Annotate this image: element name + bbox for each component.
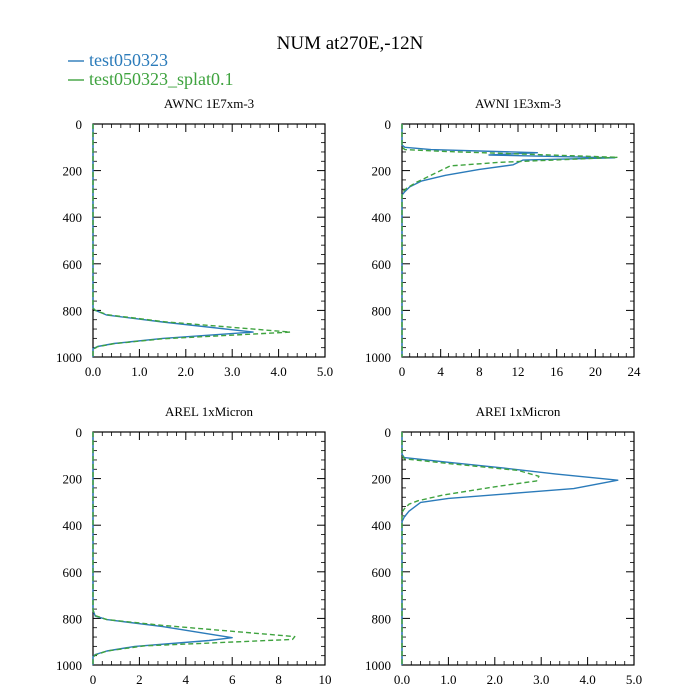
x-tick-label: 3.0: [533, 672, 549, 687]
x-tick-label: 8: [476, 364, 483, 379]
x-tick-label: 3.0: [224, 364, 240, 379]
x-tick-label: 0.0: [394, 672, 410, 687]
panel-title-arei: AREI 1xMicron: [476, 404, 561, 419]
plot-frame-awnc: [92, 123, 326, 358]
y-tick-label: 600: [372, 565, 392, 580]
x-tick-label: 24: [628, 364, 642, 379]
y-tick-label: 800: [63, 611, 83, 626]
y-tick-label: 400: [372, 210, 392, 225]
x-tick-label: 8: [275, 672, 282, 687]
y-tick-label: 1000: [365, 658, 391, 673]
y-tick-label: 1000: [56, 350, 82, 365]
x-tick-label: 2.0: [487, 672, 503, 687]
series-line-splat-awnc: [92, 124, 291, 357]
y-tick-label: 800: [372, 611, 392, 626]
y-tick-label: 0: [76, 425, 83, 440]
legend-entry-0: test050323: [68, 50, 168, 70]
panel-arel: AREL 1xMicron 0 2 4 6 8 10 0 200 400 600 800 1000: [56, 404, 332, 687]
x-tick-label: 4.0: [579, 672, 595, 687]
series-line-control-awni: [401, 124, 616, 357]
legend-entry-1: test050323_splat0.1: [68, 69, 234, 89]
x-tick-label: 20: [589, 364, 602, 379]
plot-frame-arel: [92, 431, 326, 666]
plot-frame-awni: [401, 123, 635, 358]
y-tick-label: 200: [372, 164, 392, 179]
x-tick-label: 4: [183, 672, 190, 687]
plot-frame-arei: [401, 431, 635, 666]
y-tick-label: 200: [63, 164, 83, 179]
x-tick-label: 1.0: [131, 364, 147, 379]
panel-awni: AWNI 1E3xm-3 0 4 8 12 16 20 24 0 200 400 600 800 1000: [365, 96, 641, 379]
x-tick-label: 5.0: [626, 672, 642, 687]
panel-title-awni: AWNI 1E3xm-3: [475, 96, 561, 111]
y-tick-label: 600: [63, 257, 83, 272]
panel-title-awnc: AWNC 1E7xm-3: [164, 96, 254, 111]
series-line-splat-arel: [92, 432, 296, 665]
y-tick-label: 800: [63, 303, 83, 318]
series-line-splat-awni: [401, 124, 619, 357]
y-tick-label: 600: [372, 257, 392, 272]
x-tick-label: 2.0: [178, 364, 194, 379]
x-tick-label: 5.0: [317, 364, 333, 379]
y-tick-label: 200: [372, 472, 392, 487]
x-tick-label: 0: [399, 364, 406, 379]
figure-title: NUM at270E,-12N: [277, 33, 424, 54]
y-tick-label: 400: [63, 210, 83, 225]
panel-title-arel: AREL 1xMicron: [165, 404, 253, 419]
y-tick-label: 0: [385, 117, 392, 132]
y-tick-label: 200: [63, 472, 83, 487]
series-line-control-arei: [401, 432, 619, 665]
x-tick-label: 12: [512, 364, 525, 379]
y-tick-label: 400: [63, 518, 83, 533]
y-tick-label: 1000: [365, 350, 391, 365]
x-tick-label: 1.0: [440, 672, 456, 687]
panel-arei: AREI 1xMicron 0.0 1.0 2.0 3.0 4.0 5.0 0 200 400 60…: [365, 404, 642, 687]
x-tick-label: 4.0: [270, 364, 286, 379]
x-tick-label: 16: [550, 364, 564, 379]
y-tick-label: 1000: [56, 658, 82, 673]
series-line-control-arel: [92, 432, 233, 665]
legend-label: test050323: [89, 50, 168, 70]
y-tick-label: 0: [76, 117, 83, 132]
x-tick-label: 4: [437, 364, 444, 379]
legend-label: test050323_splat0.1: [89, 69, 234, 89]
x-tick-label: 0: [90, 672, 97, 687]
x-tick-label: 10: [319, 672, 332, 687]
x-tick-label: 0.0: [85, 364, 101, 379]
y-tick-label: 400: [372, 518, 392, 533]
x-tick-label: 2: [136, 672, 143, 687]
panels: AWNC 1E7xm-30.0 1.0 2.0 3.0 4.0 5.00200400600…: [56, 96, 642, 687]
series-line-splat-arei: [401, 432, 540, 665]
y-tick-label: 0: [385, 425, 392, 440]
y-tick-label: 600: [63, 565, 83, 580]
x-tick-label: 6: [229, 672, 236, 687]
y-tick-label: 800: [372, 303, 392, 318]
panel-awnc: AWNC 1E7xm-3 0.0 1.0 2.0 3.0 4.0 5.0 0 200 400 600…: [56, 96, 333, 379]
